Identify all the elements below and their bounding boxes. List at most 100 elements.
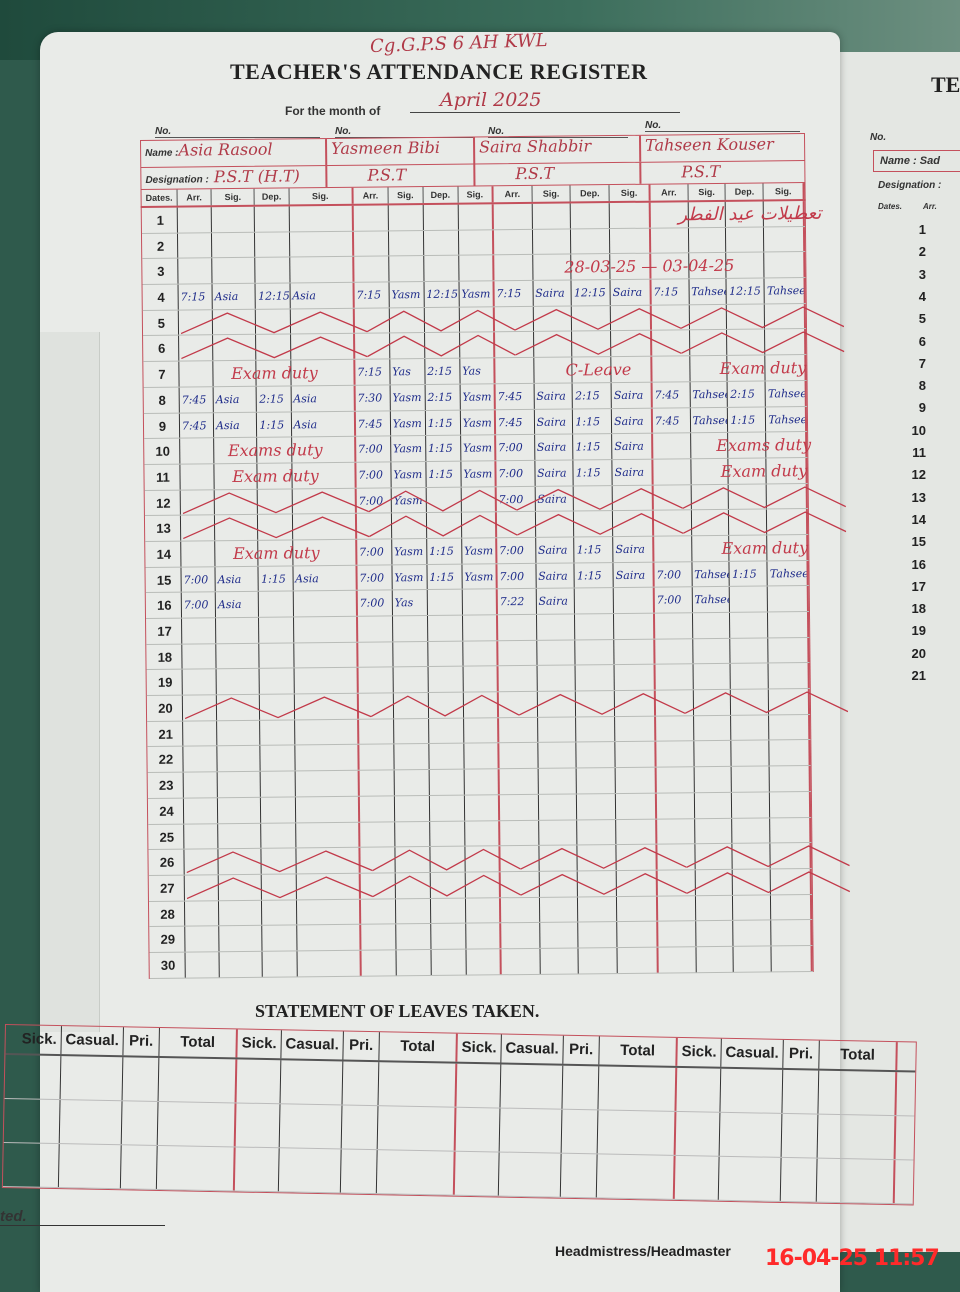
departure-time — [733, 869, 772, 895]
date-cell: 25 — [148, 824, 185, 850]
departure-signature — [764, 226, 806, 252]
arrival-time: 7:15 — [354, 282, 390, 308]
date-cell: 23 — [147, 772, 184, 798]
right-date-cell: 9 — [918, 400, 926, 416]
arrival-time: 7:30 — [355, 385, 391, 411]
teacher-no-3: No. — [488, 126, 628, 138]
leaves-header-sick: Sick. — [677, 1037, 722, 1067]
col-header-sig: Sig. — [688, 183, 727, 201]
page-title: TEACHER'S ATTENDANCE REGISTER — [230, 59, 648, 84]
departure-time — [733, 920, 772, 946]
departure-signature — [465, 846, 501, 872]
arrival-time — [185, 952, 220, 978]
departure-time — [726, 227, 765, 253]
departure-time — [429, 744, 465, 770]
arrival-time — [656, 793, 695, 819]
date-cell: 2 — [141, 233, 179, 259]
arrival-time — [656, 741, 695, 767]
departure-time: 1:15 — [425, 435, 462, 461]
arrival-time — [183, 746, 218, 772]
arrival-time — [360, 847, 396, 873]
arrival-time — [498, 691, 538, 718]
leaves-cell — [780, 1157, 818, 1202]
leaves-cell — [719, 1112, 783, 1157]
arrival-time — [358, 642, 394, 668]
departure-signature — [462, 589, 498, 615]
departure-signature — [458, 229, 495, 256]
leaves-cell — [817, 1114, 897, 1160]
departure-signature — [617, 947, 659, 973]
leaves-header-casual: Casual. — [281, 1030, 344, 1060]
leaves-header-casual: Casual. — [61, 1026, 124, 1056]
teacher-designation-4: P.S.T — [681, 161, 721, 182]
arrival-signature — [539, 845, 579, 871]
attendance-rows: 1 تعطیلات عید الفطر 2 3 28-03-25 — 03-04-25 4… — [140, 201, 850, 979]
arrival-time — [501, 923, 541, 949]
departure-time — [255, 257, 291, 283]
arrival-time — [655, 638, 694, 665]
arrival-signature — [692, 612, 731, 638]
arrival-time — [658, 921, 697, 947]
arrival-signature: Yasm — [391, 487, 427, 513]
teacher-name-3: Saira Shabbir — [474, 135, 642, 164]
arrival-signature: Saira — [534, 383, 574, 409]
departure-signature — [763, 201, 805, 227]
leaves-cell — [597, 1110, 677, 1155]
arrival-signature — [388, 230, 424, 256]
date-cell: 26 — [148, 849, 185, 875]
departure-signature: Saira — [612, 433, 654, 459]
departure-time — [257, 463, 293, 489]
leaves-cell — [782, 1069, 820, 1114]
departure-signature — [465, 897, 502, 923]
right-arr-label: Arr. — [923, 202, 937, 211]
departure-time — [260, 668, 295, 694]
arrival-time — [498, 640, 538, 666]
arrival-signature — [538, 819, 578, 846]
departure-time — [427, 589, 463, 616]
departure-time — [255, 206, 290, 232]
departure-time — [577, 793, 617, 819]
arrival-time — [354, 308, 390, 334]
arrival-signature: Tahseen — [689, 278, 728, 305]
departure-time — [258, 488, 293, 515]
arrival-time — [656, 767, 695, 793]
right-date-cell: 15 — [911, 534, 926, 550]
departure-signature — [464, 743, 500, 769]
leaves-cell — [279, 1104, 343, 1149]
date-cell: 12 — [144, 490, 181, 516]
departure-signature — [289, 257, 355, 283]
departure-time — [571, 203, 611, 229]
arrival-signature: Saira — [534, 434, 574, 460]
right-date-cell: 12 — [911, 467, 926, 483]
departure-time — [429, 769, 465, 795]
teacher-designation-1: Designation : P.S.T (H.T) — [141, 166, 328, 189]
headmaster-signature-label: Headmistress/Headmaster — [555, 1243, 731, 1259]
arrival-time — [360, 924, 397, 950]
departure-time — [256, 334, 291, 360]
departure-signature: Saira — [613, 536, 655, 562]
departure-signature — [771, 894, 813, 920]
arrival-signature — [394, 795, 430, 821]
departure-time: 12:15 — [424, 281, 460, 307]
attested-field: ted. — [0, 1208, 165, 1226]
departure-time — [260, 694, 295, 720]
col-header-sig: Sig. — [211, 188, 256, 206]
leaves-cell — [59, 1100, 123, 1145]
leaves-cell — [278, 1148, 342, 1193]
departure-signature — [613, 510, 654, 537]
arrival-time: 7:00 — [357, 565, 393, 591]
leaves-header-casual: Casual. — [501, 1034, 564, 1064]
arrival-time: 7:00 — [496, 460, 536, 486]
arrival-time — [651, 305, 690, 331]
arrival-signature — [215, 540, 259, 566]
date-cell: 20 — [146, 695, 184, 721]
leaves-cell — [157, 1101, 237, 1147]
arrival-signature — [532, 229, 572, 255]
arrival-signature — [538, 768, 578, 794]
departure-time — [259, 643, 295, 669]
arrival-signature — [395, 898, 431, 924]
departure-time — [731, 689, 770, 715]
date-cell: 9 — [143, 413, 181, 439]
departure-signature — [770, 791, 812, 817]
arrival-time — [650, 202, 689, 228]
